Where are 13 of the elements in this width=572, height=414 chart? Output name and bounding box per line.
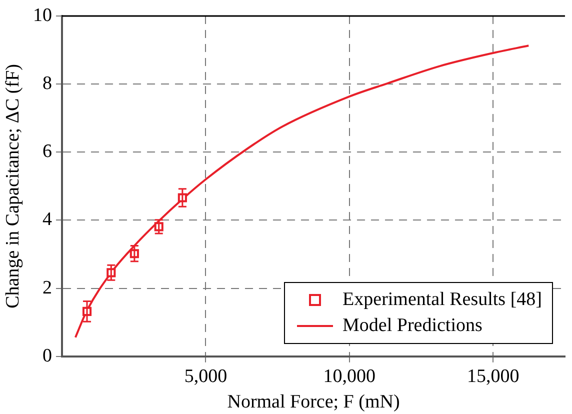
y-tick-label: 4 bbox=[42, 209, 52, 230]
y-tick-label: 8 bbox=[42, 73, 52, 94]
y-tick-label: 10 bbox=[33, 4, 52, 26]
x-tick-label: 10,000 bbox=[323, 366, 376, 387]
x-axis-title: Normal Force; F (mN) bbox=[227, 392, 400, 413]
x-tick-label: 5,000 bbox=[184, 366, 228, 387]
y-tick-label: 6 bbox=[42, 141, 52, 162]
y-tick-label: 2 bbox=[42, 277, 52, 298]
x-tick-label: 15,000 bbox=[467, 366, 520, 387]
y-tick-label: 0 bbox=[42, 345, 52, 366]
legend-label: Experimental Results [48] bbox=[342, 289, 542, 312]
y-axis-title: Change in Capacitance; ΔC (fF) bbox=[2, 64, 24, 308]
legend-label: Model Predictions bbox=[342, 315, 482, 338]
